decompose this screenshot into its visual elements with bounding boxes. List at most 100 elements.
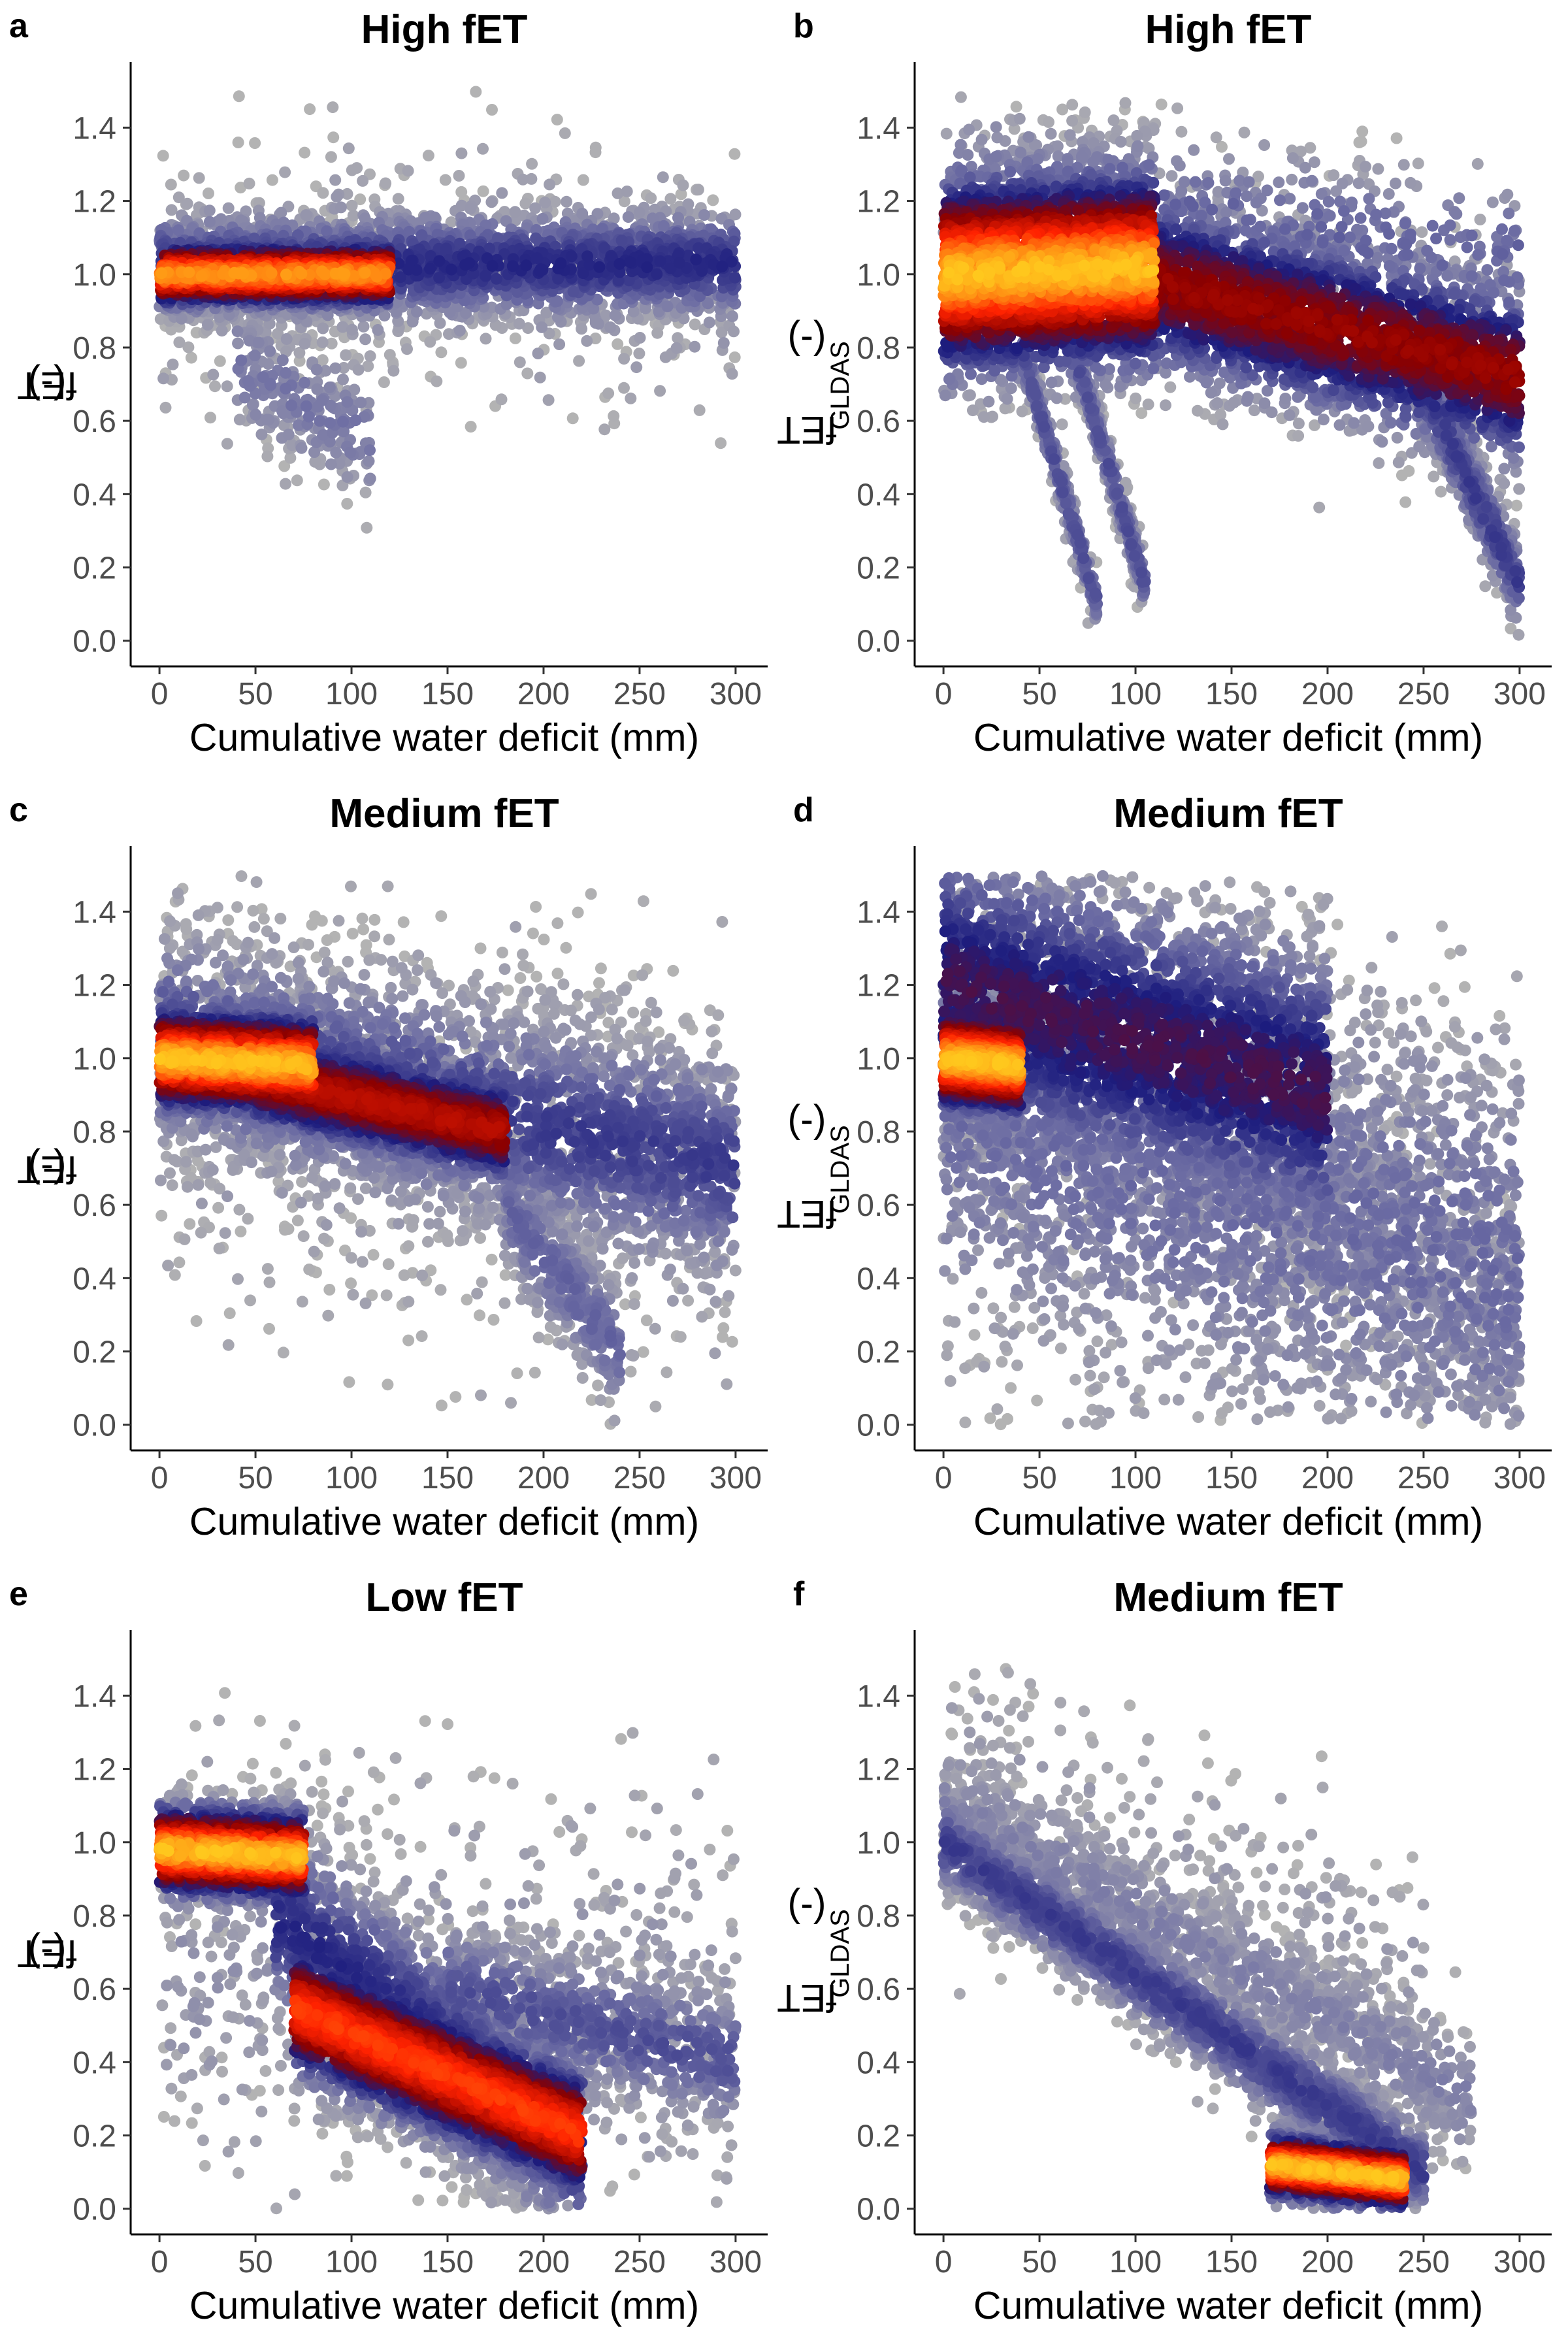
- data-point: [598, 242, 610, 254]
- data-point: [634, 332, 646, 344]
- data-point: [1292, 430, 1305, 442]
- data-point: [357, 320, 370, 333]
- data-point: [1390, 177, 1401, 189]
- data-point: [576, 323, 588, 335]
- data-point: [355, 397, 367, 409]
- data-point: [1501, 188, 1514, 201]
- data-point: [325, 151, 337, 163]
- data-point: [1016, 405, 1028, 417]
- x-tick-label: 300: [710, 677, 762, 711]
- data-point: [664, 262, 677, 274]
- data-point: [661, 301, 674, 312]
- data-point: [573, 355, 585, 367]
- data-point: [534, 371, 546, 384]
- data-point: [325, 337, 338, 350]
- data-point: [348, 270, 360, 282]
- data-point: [280, 367, 292, 379]
- data-point: [500, 299, 513, 310]
- data-point: [346, 199, 358, 212]
- y-tick-label: 0.6: [73, 404, 116, 439]
- data-point: [1045, 127, 1057, 140]
- data-point: [539, 197, 551, 208]
- data-point: [261, 414, 274, 426]
- data-point: [243, 177, 255, 189]
- data-point: [165, 178, 177, 191]
- data-point: [362, 360, 374, 372]
- data-point: [567, 286, 580, 298]
- data-point: [1512, 629, 1525, 641]
- data-point: [1362, 420, 1375, 433]
- x-tick-label: 250: [613, 677, 666, 711]
- data-point: [470, 86, 482, 98]
- data-point: [477, 185, 489, 197]
- data-point: [207, 368, 220, 381]
- y-tick-label: 0.8: [73, 331, 116, 366]
- data-point: [1313, 501, 1326, 514]
- data-point: [363, 455, 375, 467]
- data-point: [530, 224, 542, 236]
- data-point: [172, 191, 185, 204]
- data-point: [520, 259, 532, 272]
- data-point: [1066, 114, 1079, 127]
- data-point: [178, 169, 190, 182]
- data-point: [344, 446, 357, 459]
- data-point: [465, 203, 476, 215]
- data-point: [715, 326, 728, 338]
- data-point: [295, 442, 308, 454]
- data-point: [975, 133, 988, 146]
- data-point: [228, 267, 240, 279]
- data-point: [1215, 408, 1227, 421]
- data-point: [293, 355, 306, 367]
- data-point: [651, 268, 663, 280]
- data-point: [1238, 126, 1250, 139]
- data-point: [1107, 114, 1120, 127]
- data-point: [252, 336, 265, 349]
- data-point: [317, 187, 329, 199]
- data-point: [195, 270, 208, 282]
- data-point: [346, 323, 358, 336]
- data-point: [1486, 570, 1499, 581]
- data-point: [311, 383, 323, 395]
- data-point: [341, 471, 353, 483]
- data-point: [317, 429, 329, 441]
- data-point: [672, 332, 684, 344]
- data-point: [1131, 129, 1143, 142]
- data-point: [658, 220, 670, 232]
- data-point: [318, 478, 330, 491]
- data-point: [1336, 177, 1348, 189]
- data-point: [1412, 157, 1424, 170]
- data-point: [266, 174, 278, 186]
- data-point: [231, 325, 244, 338]
- x-axis-label-a: Cumulative water deficit (mm): [131, 715, 758, 760]
- data-point: [159, 401, 172, 414]
- data-point: [321, 309, 334, 321]
- data-point: [265, 267, 278, 279]
- data-point: [593, 261, 606, 273]
- data-point: [598, 423, 611, 436]
- data-point: [633, 348, 645, 360]
- data-point: [167, 358, 179, 370]
- data-point: [242, 375, 254, 387]
- data-point: [361, 521, 373, 534]
- data-point: [387, 365, 400, 377]
- data-point: [372, 324, 384, 336]
- data-point: [657, 171, 669, 184]
- data-point: [1404, 176, 1416, 189]
- data-point: [340, 349, 352, 361]
- data-point: [214, 355, 226, 367]
- data-point: [323, 381, 336, 393]
- data-point: [295, 267, 308, 280]
- data-point: [495, 393, 508, 406]
- data-point: [964, 389, 976, 401]
- data-point: [232, 337, 244, 350]
- data-point: [439, 174, 451, 186]
- data-point: [1360, 161, 1371, 173]
- data-point: [238, 391, 251, 404]
- data-point: [291, 474, 303, 487]
- data-point: [203, 216, 216, 228]
- data-point: [341, 396, 353, 408]
- data-point: [233, 414, 246, 426]
- data-point: [1505, 623, 1517, 635]
- y-tick-label: 1.2: [73, 185, 116, 220]
